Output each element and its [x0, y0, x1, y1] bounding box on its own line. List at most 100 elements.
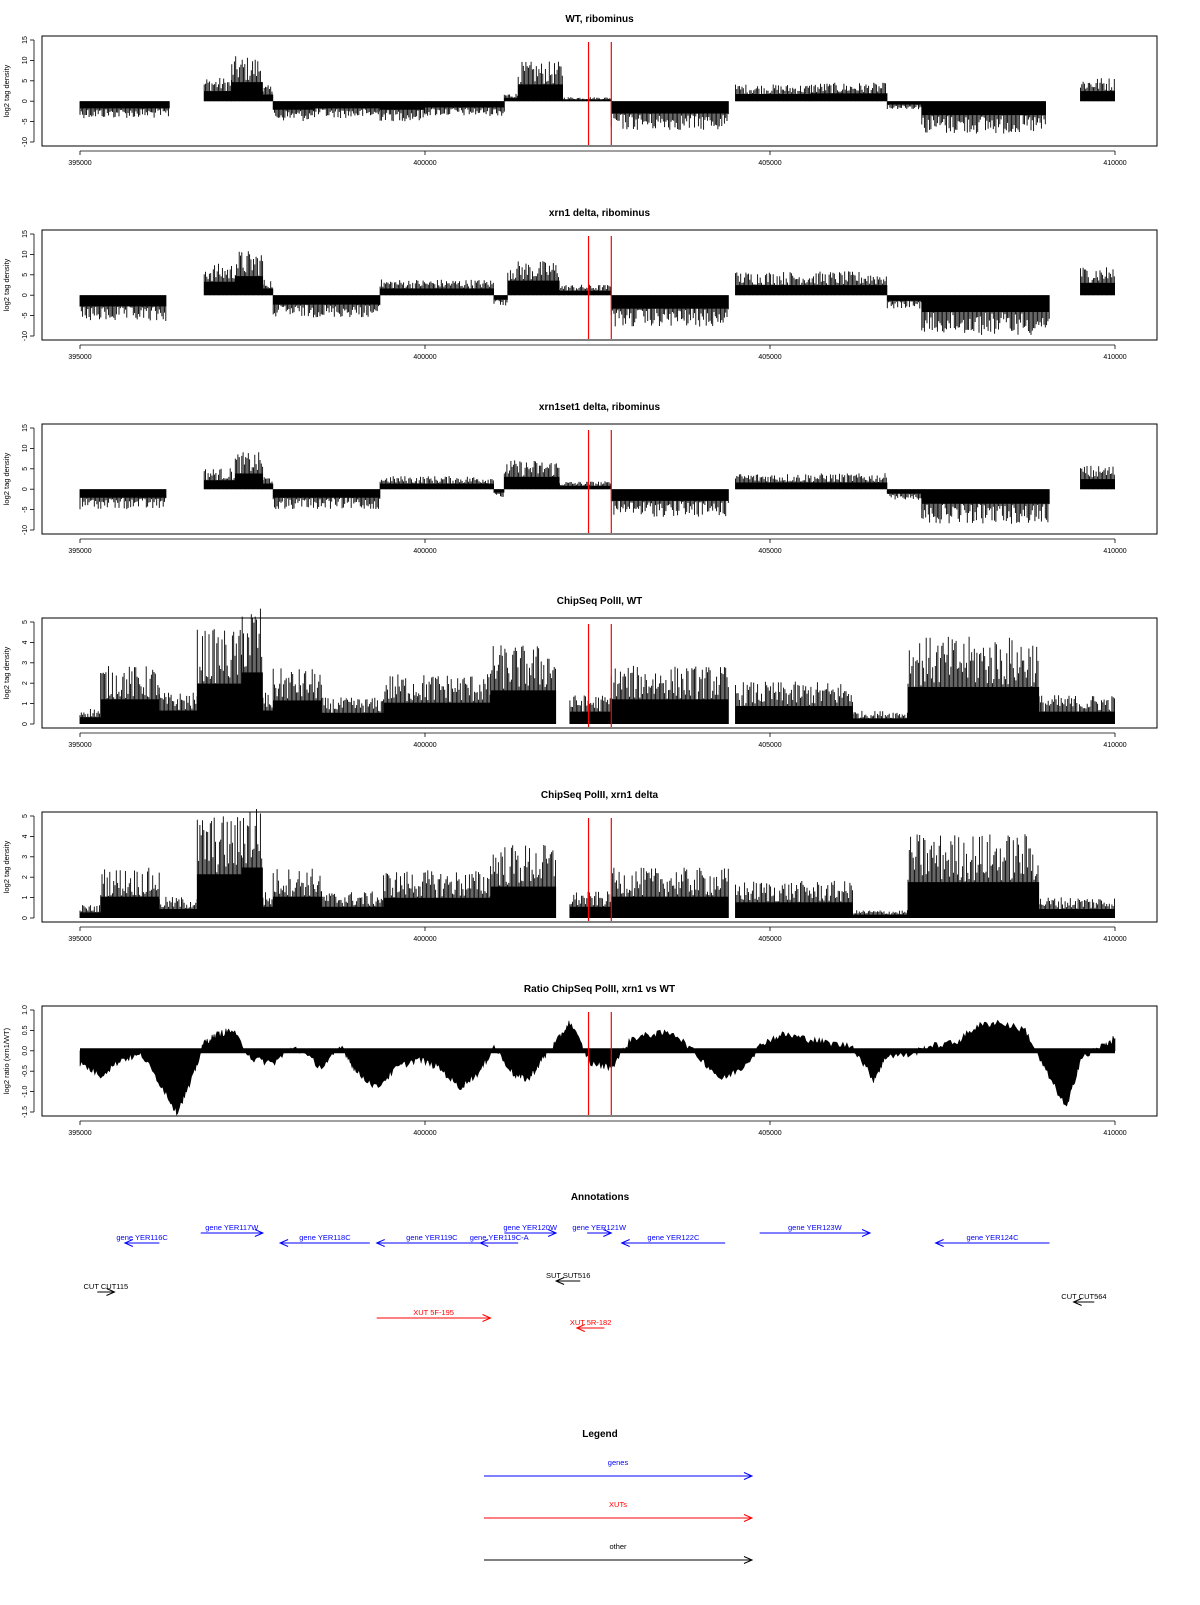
signal-segment: [503, 460, 560, 490]
annotation-feature: CUT CUT115: [84, 1282, 128, 1296]
signal-spikes: [424, 101, 505, 116]
signal-segment: [262, 279, 274, 296]
signal-segment: [196, 816, 243, 918]
signal-spikes: [379, 476, 494, 490]
signal-segment: [562, 97, 612, 102]
signal-spikes: [493, 489, 504, 497]
signal-spikes: [203, 468, 235, 490]
signal-segment: [272, 101, 315, 121]
x-tick-label: 410000: [1103, 354, 1126, 361]
region-markers: [587, 430, 612, 533]
signal-segment: [241, 608, 263, 724]
signal-segment: [424, 101, 505, 116]
x-tick-label: 395000: [68, 742, 91, 749]
signal-spikes: [272, 868, 322, 918]
plot-frame: [41, 423, 1158, 535]
signal-segment: [490, 645, 557, 724]
x-tick-label: 410000: [1103, 742, 1126, 749]
signal-segment: [241, 809, 263, 918]
signal-spikes: [262, 477, 273, 490]
signal-spikes: [503, 460, 560, 490]
signal-segment: [886, 295, 922, 309]
signal-segment: [272, 295, 381, 318]
signal-segment: [272, 668, 322, 724]
signal-core: [159, 909, 198, 918]
signal-bars: [79, 452, 1115, 524]
signal-segment: [735, 681, 853, 724]
y-tick-label: 0: [22, 99, 29, 103]
signal-segment: [314, 101, 381, 118]
annotation-feature: SUT SUT516: [546, 1271, 590, 1285]
signal-spikes: [1038, 695, 1115, 724]
annotation-label: gene YER123W: [788, 1223, 843, 1232]
signal-segment: [321, 891, 384, 918]
signal-segment: [493, 295, 508, 306]
signal-segment: [79, 489, 167, 510]
signal-bars: [79, 251, 1115, 335]
signal-segment: [610, 665, 729, 724]
y-tick-label: -10: [22, 137, 29, 147]
y-tick-label: 0: [22, 916, 29, 920]
y-axis-label: log2 tag density: [2, 646, 11, 699]
y-tick-label: 5: [22, 467, 29, 471]
y-tick-label: 5: [22, 273, 29, 277]
annotation-label: XUT 5R-182: [570, 1318, 612, 1327]
y-tick-label: 1: [22, 702, 29, 706]
y-tick-label: 0: [22, 293, 29, 297]
x-axis: 395000 400000 405000 410000: [68, 150, 1127, 167]
signal-spikes: [203, 263, 235, 296]
track-panel: Ratio ChipSeq PolII, xrn1 vs WT-1.5-1.0-…: [2, 984, 1158, 1137]
signal-segment: [79, 709, 101, 724]
x-tick-label: 395000: [68, 160, 91, 167]
signal-segment: [735, 473, 888, 490]
signal-spikes: [562, 97, 612, 102]
region-markers: [587, 236, 612, 339]
signal-segment: [379, 476, 494, 490]
y-axis: -10 -5 0 5 10 15: [22, 424, 35, 535]
signal-segment: [886, 489, 922, 500]
signal-segment: [379, 101, 425, 122]
signal-core: [80, 101, 170, 109]
annotation-feature: gene YER119C-A: [470, 1233, 529, 1247]
signal-core: [100, 699, 160, 724]
signal-segment: [231, 56, 263, 102]
annotations-panel: Annotations gene YER116C gene YER117W gene …: [84, 1192, 1107, 1332]
ratio-fill: [79, 1019, 1116, 1116]
signal-segment: [272, 868, 322, 918]
signal-spikes: [79, 709, 100, 724]
y-axis-label: log2 tag density: [2, 258, 11, 311]
signal-segment: [383, 674, 491, 724]
signal-spikes: [921, 489, 1050, 524]
plot-frame: [41, 1005, 1158, 1117]
signal-spikes: [231, 56, 263, 102]
signal-segment: [1080, 78, 1115, 102]
x-axis: 395000 400000 405000 410000: [68, 926, 1127, 943]
annotation-label: gene YER124C: [967, 1233, 1020, 1242]
signal-spikes: [810, 82, 888, 102]
signal-spikes: [158, 896, 198, 918]
x-axis: 395000 400000 405000 410000: [68, 732, 1127, 749]
signal-segment: [79, 295, 167, 321]
signal-segment: [100, 867, 160, 918]
annotation-feature: XUT 5R-182: [570, 1318, 612, 1332]
signal-spikes: [100, 666, 160, 724]
legend-label: XUTs: [609, 1500, 627, 1509]
signal-segment: [203, 78, 232, 102]
annotations-title: Annotations: [571, 1192, 630, 1203]
signal-segment: [921, 101, 1046, 134]
signal-spikes: [886, 295, 922, 309]
signal-segment: [507, 261, 560, 296]
panel-title: ChipSeq PolII, xrn1 delta: [541, 790, 659, 801]
signal-spikes: [79, 905, 100, 918]
signal-spikes: [379, 279, 494, 296]
signal-segment: [735, 271, 888, 296]
y-tick-label: -1.5: [22, 1106, 29, 1118]
y-tick-label: 3: [22, 661, 29, 665]
signal-spikes: [272, 668, 322, 724]
signal-spikes: [735, 473, 887, 490]
annotation-label: gene YER119C-A: [470, 1233, 529, 1242]
signal-spikes: [886, 489, 922, 500]
signal-spikes: [921, 295, 1050, 335]
signal-spikes: [234, 251, 264, 296]
